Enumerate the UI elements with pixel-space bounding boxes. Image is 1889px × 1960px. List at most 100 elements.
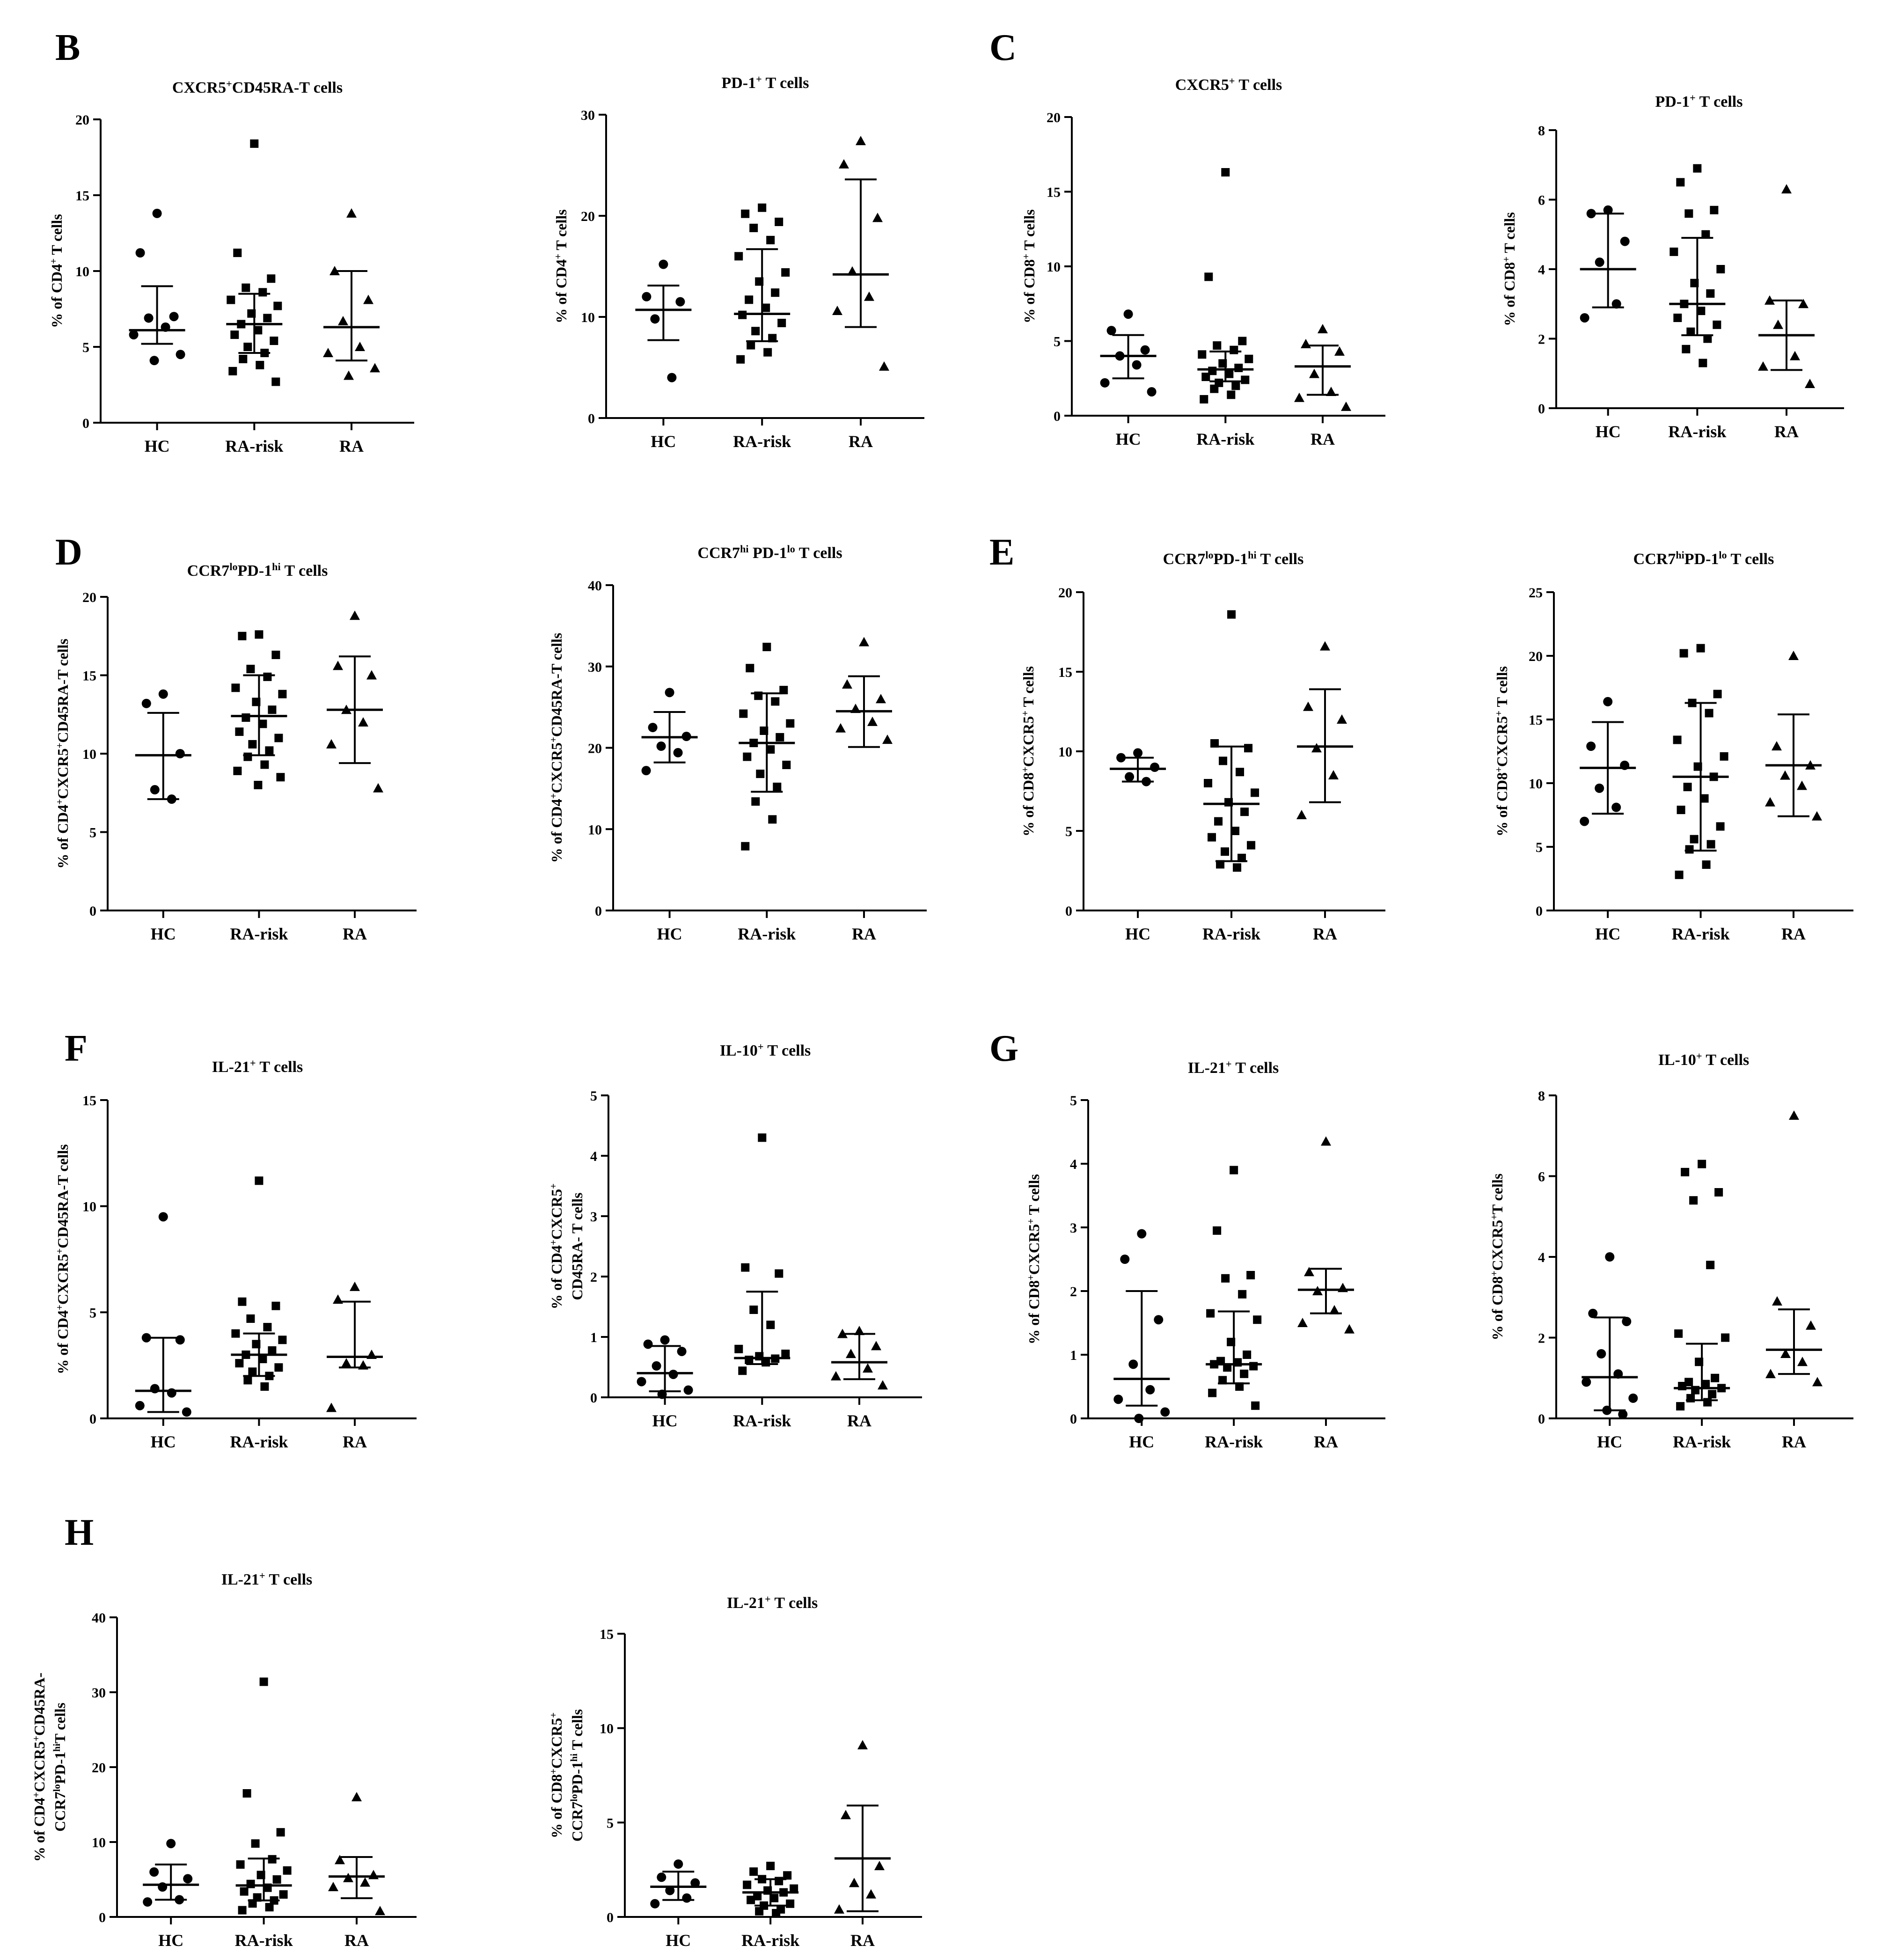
data-point-circle (1611, 299, 1621, 309)
y-axis-label: % of CD4+CXCR5+CD45RA- (31, 1673, 48, 1862)
chart-e1: CCR7loPD-1hi T cells% of CD8+CXCR5+ T ce… (1020, 549, 1385, 943)
y-tick-label: 5 (1536, 840, 1543, 855)
data-point-triangle (346, 208, 357, 218)
data-point-circle (1595, 783, 1604, 793)
data-point-square (271, 1301, 280, 1310)
y-axis-label-part: T cells (48, 214, 65, 258)
panel-label-h: H (65, 1512, 94, 1553)
data-point-square (782, 760, 791, 769)
data-point-circle (1580, 313, 1589, 323)
data-point-square (1713, 320, 1721, 329)
data-point-square (1695, 1358, 1704, 1366)
y-tick-label: 30 (581, 108, 595, 123)
data-point-square (1249, 1362, 1258, 1371)
data-point-square (755, 1907, 764, 1916)
y-axis-label-part: + (1021, 254, 1032, 259)
chart-title-part: T cells (771, 1594, 818, 1612)
data-point-triangle (841, 1810, 851, 1820)
y-tick-label: 20 (82, 590, 96, 605)
data-point-square (758, 1875, 767, 1884)
chart-f1: IL-21+ T cells% of CD4+CXCR5+CD45RA-T ce… (54, 1057, 417, 1451)
x-tick-label: HC (1116, 430, 1141, 448)
data-point-triangle (1765, 797, 1775, 807)
data-point-circle (1147, 387, 1157, 396)
x-tick-label: RA (344, 1931, 369, 1950)
data-point-square (1241, 375, 1250, 384)
data-point-square (283, 1866, 292, 1875)
chart-title: IL-21+ T cells (727, 1593, 818, 1612)
data-point-circle (650, 1899, 660, 1909)
series-hc (1113, 1229, 1170, 1423)
data-point-triangle (350, 1281, 360, 1291)
data-point-square (763, 1886, 772, 1895)
chart-title-part: CCR7 (1163, 551, 1206, 568)
data-point-circle (650, 314, 660, 324)
series-ra-risk (734, 1133, 791, 1375)
data-point-circle (1100, 378, 1110, 388)
data-point-triangle (326, 739, 337, 749)
data-point-circle (667, 373, 677, 382)
panel-label-e: E (989, 532, 1014, 573)
data-point-triangle (1304, 1267, 1314, 1277)
data-point-triangle (1805, 760, 1816, 770)
data-point-square (252, 697, 261, 706)
data-point-circle (169, 312, 179, 322)
data-point-circle (167, 794, 176, 804)
data-point-circle (1116, 753, 1126, 763)
data-point-circle (1115, 351, 1125, 361)
chart-title-part: T cells (762, 74, 809, 92)
data-point-triangle (867, 716, 878, 726)
y-axis-label-part: hi (569, 1754, 579, 1762)
data-point-triangle (1758, 361, 1768, 371)
data-point-square (1240, 807, 1249, 816)
data-point-square (254, 326, 263, 335)
data-point-square (258, 288, 267, 297)
data-point-square (786, 1899, 795, 1908)
y-tick-label: 4 (1070, 1157, 1077, 1172)
panel-label-f: F (65, 1028, 88, 1069)
data-point-square (256, 1871, 265, 1879)
y-tick-label: 20 (92, 1760, 106, 1776)
y-axis-label-part: + (54, 743, 65, 749)
data-point-triangle (1321, 1136, 1331, 1146)
series-hc (650, 1859, 707, 1909)
y-tick-label: 8 (1538, 1088, 1545, 1104)
data-point-square (248, 1899, 257, 1908)
data-point-square (1702, 860, 1711, 869)
x-tick-label: RA (1311, 430, 1335, 448)
data-point-square (268, 1855, 277, 1864)
data-point-square (1213, 341, 1222, 350)
data-point-triangle (328, 1882, 338, 1891)
data-point-square (1243, 1351, 1252, 1359)
y-axis-label-part: T cells (553, 209, 570, 254)
y-tick-label: 20 (1058, 585, 1072, 601)
data-point-square (265, 746, 274, 755)
data-point-square (1675, 870, 1684, 879)
data-point-square (754, 691, 763, 700)
x-tick-label: HC (657, 925, 682, 943)
y-tick-label: 10 (82, 747, 96, 762)
data-point-square (1225, 369, 1234, 378)
y-axis-label-part: lo (51, 1784, 62, 1791)
x-tick-label: RA-risk (733, 432, 791, 451)
data-point-triangle (874, 1861, 885, 1871)
data-point-triangle (1328, 770, 1339, 779)
y-tick-label: 15 (82, 1093, 96, 1108)
chart-title: CCR7loPD-1hi T cells (187, 561, 328, 580)
data-point-triangle (1790, 351, 1800, 360)
data-point-square (1218, 1376, 1227, 1385)
series-ra-risk (1203, 610, 1260, 872)
chart-title: CXCR5+CD45RA-T cells (172, 78, 343, 97)
data-point-square (1697, 307, 1706, 316)
data-point-square (263, 314, 272, 323)
series-hc (635, 259, 692, 382)
y-tick-label: 5 (1054, 334, 1061, 350)
y-tick-label: 6 (1538, 1169, 1545, 1185)
data-point-triangle (1797, 1357, 1808, 1366)
data-point-square (274, 1363, 283, 1372)
data-point-square (777, 318, 786, 327)
x-tick-label: HC (1125, 925, 1150, 943)
data-point-square (1219, 756, 1228, 765)
data-point-square (751, 327, 760, 336)
